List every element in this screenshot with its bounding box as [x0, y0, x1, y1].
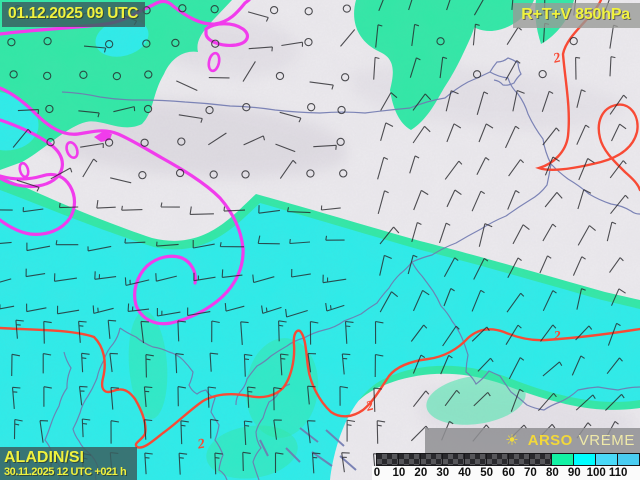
- colorbar-cell: [485, 453, 509, 466]
- model-run-info: 30.11.2025 12 UTC +021 h: [4, 466, 127, 478]
- colorbar-cell: [419, 453, 443, 466]
- colorbar-tick-label: 50: [480, 467, 493, 479]
- contour-label: 2: [196, 437, 206, 453]
- model-name: ALADIN/SI: [4, 449, 84, 466]
- colorbar-scale: 0 10 20 30 40 50 60 70 80 90 100 110: [372, 466, 640, 480]
- sun-icon: ☀: [505, 432, 519, 449]
- colorbar-tick-label: 110: [608, 467, 628, 479]
- product-badge: R+T+V 850hPa: [513, 3, 640, 28]
- contour-label: 2: [364, 398, 376, 415]
- product-label: R+T+V 850hPa: [521, 6, 630, 23]
- colorbar-tick-label: 70: [524, 467, 537, 479]
- agency-name: ARSO: [527, 432, 573, 449]
- colorbar-tick-label: 20: [414, 467, 428, 479]
- colorbar-cell: [507, 453, 531, 466]
- colorbar-tick-label: 30: [436, 467, 450, 479]
- colorbar-tick-label: 90: [567, 467, 581, 479]
- contour-label: 2: [553, 329, 561, 344]
- agency-product: VREME: [578, 432, 635, 449]
- colorbar-tick-label: 80: [545, 467, 559, 479]
- temperature-contours-red: 2 2 2 2: [0, 0, 640, 453]
- colorbar: [376, 453, 640, 467]
- colorbar-cell: [595, 453, 619, 466]
- colorbar-cell: [441, 453, 465, 466]
- contour-label: 2: [551, 50, 562, 66]
- colorbar-cell: [551, 453, 575, 466]
- valid-time-badge: 01.12.2025 09 UTC: [2, 2, 146, 27]
- model-badge: ALADIN/SI 30.11.2025 12 UTC +021 h: [0, 447, 137, 480]
- colorbar-tick-label: 10: [392, 467, 406, 479]
- colorbar-tick-label: 0: [373, 467, 381, 479]
- colorbar-cell: [573, 453, 597, 466]
- colorbar-cell: [397, 453, 421, 466]
- valid-time-label: 01.12.2025 09 UTC: [8, 5, 139, 22]
- colorbar-tick-label: 60: [502, 467, 515, 479]
- colorbar-tick-label: 100: [586, 467, 606, 479]
- colorbar-cell: [529, 453, 553, 466]
- colorbar-tick-label: 40: [458, 467, 472, 479]
- colorbar-cell: [376, 453, 399, 466]
- colorbar-cell: [617, 453, 640, 466]
- colorbar-cell: [463, 453, 487, 466]
- arso-vreme-logo: ☀ ARSO VREME: [425, 428, 640, 453]
